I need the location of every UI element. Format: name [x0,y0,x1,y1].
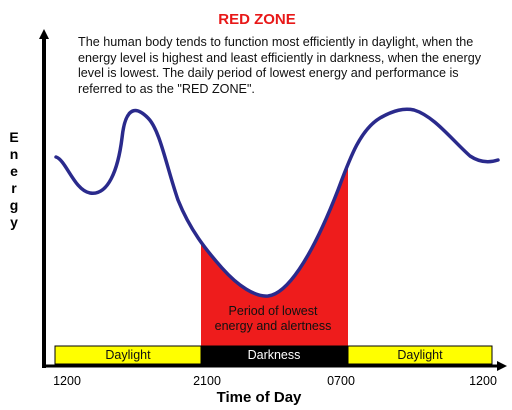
y-axis-label-letter: y [10,214,18,230]
y-axis-label-letter: E [9,129,18,145]
band-label-darkness: Darkness [248,348,301,362]
red-zone-label-line-1: Period of lowest [229,304,318,318]
red-zone-label-line-2: energy and alertness [215,319,332,333]
time-tick-label: 1200 [53,374,81,388]
description-text: The human body tends to function most ef… [78,35,482,96]
band-label-daylight-left: Daylight [105,348,151,362]
red-zone-area [201,164,348,346]
time-tick-label: 0700 [327,374,355,388]
x-axis-label: Time of Day [217,389,302,406]
y-axis-label-letter: g [10,197,19,213]
y-axis-label-letter: e [10,163,18,179]
time-tick-label: 2100 [193,374,221,388]
band-label-daylight-right: Daylight [397,348,443,362]
diagram-title: RED ZONE [218,11,296,28]
y-axis-label-letter: n [10,146,19,162]
band-daylight-right [347,345,493,365]
energy-curve [54,107,500,298]
y-axis-label-letter: r [11,180,17,196]
time-tick-label: 1200 [469,374,497,388]
